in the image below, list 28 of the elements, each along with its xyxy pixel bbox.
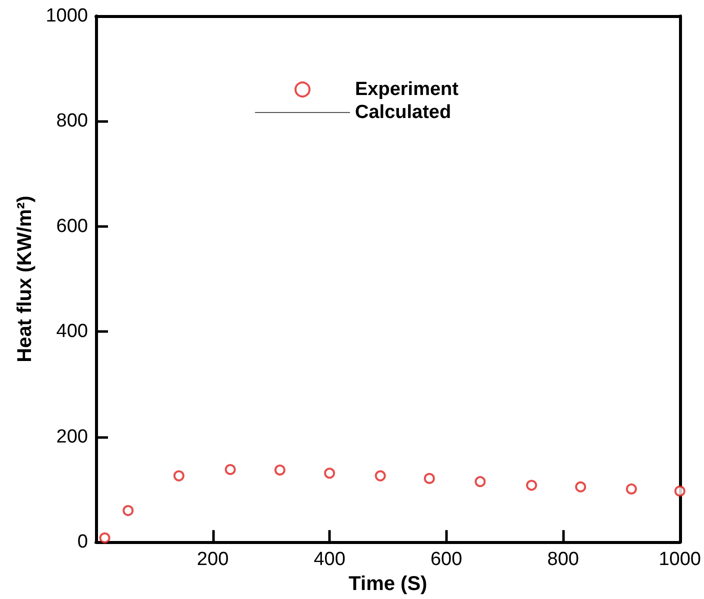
y-tick-label: 600 bbox=[56, 216, 88, 237]
x-tick-label: 200 bbox=[196, 549, 229, 570]
y-axis-title: Heat flux (KW/m²) bbox=[14, 196, 36, 362]
x-axis-title: Time (S) bbox=[348, 573, 428, 595]
y-tick-label: 400 bbox=[56, 321, 88, 342]
point bbox=[424, 472, 435, 484]
y-tick-label: 0 bbox=[77, 532, 88, 553]
point bbox=[99, 532, 110, 544]
point bbox=[526, 480, 538, 491]
point bbox=[324, 468, 336, 479]
point bbox=[674, 486, 686, 497]
y-tick-label: 800 bbox=[56, 110, 88, 132]
x-tick-label: 1000 bbox=[658, 549, 702, 570]
point bbox=[626, 483, 637, 494]
legend-label: Calculated bbox=[355, 102, 452, 123]
point bbox=[122, 505, 134, 516]
point bbox=[474, 476, 486, 488]
x-tick-label: 600 bbox=[430, 549, 462, 570]
point bbox=[575, 481, 586, 492]
y-tick-label: 200 bbox=[56, 426, 88, 448]
x-tick-label: 400 bbox=[314, 549, 346, 570]
point bbox=[224, 464, 236, 475]
x-tick-label: 800 bbox=[547, 549, 579, 570]
legend-label: Experiment bbox=[355, 79, 460, 100]
point bbox=[173, 470, 184, 482]
point bbox=[374, 470, 386, 482]
y-tick-label: 1000 bbox=[46, 6, 88, 26]
point bbox=[274, 464, 286, 476]
